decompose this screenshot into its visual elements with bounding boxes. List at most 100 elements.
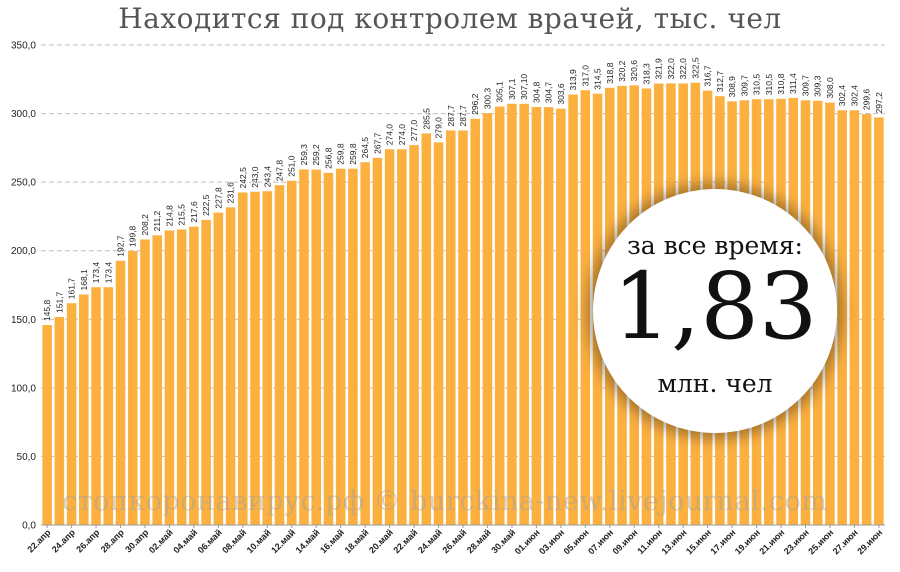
value-label: 173,4 <box>103 262 113 284</box>
x-tick-label: 15.июн <box>684 527 713 556</box>
value-label: 145,8 <box>42 300 52 322</box>
y-tick-label: 50,0 <box>17 452 37 463</box>
x-tick-label: 12.май <box>269 527 297 555</box>
value-label: 321,9 <box>654 58 664 80</box>
value-label: 259,8 <box>336 143 346 165</box>
x-tick-label: 17.июн <box>708 527 737 556</box>
x-tick-label: 13.июн <box>659 527 688 556</box>
x-tick-label: 28.апр <box>99 527 127 555</box>
x-tick-label: 08.май <box>220 527 248 555</box>
value-label: 304,8 <box>531 81 541 103</box>
badge-number: 1,83 <box>612 253 818 360</box>
x-tick-label: 11.июн <box>635 527 664 556</box>
value-label: 279,0 <box>434 117 444 139</box>
bar <box>152 235 162 525</box>
bar <box>103 287 114 525</box>
value-label: 297,2 <box>874 92 884 114</box>
x-tick-label: 16.май <box>318 527 346 555</box>
value-label: 308,9 <box>727 76 737 98</box>
y-tick-label: 350,0 <box>11 41 36 52</box>
x-tick-label: 09.июн <box>611 527 640 556</box>
y-tick-label: 300,0 <box>11 109 36 120</box>
bar <box>458 130 468 525</box>
bar <box>164 230 175 525</box>
bar <box>213 212 224 526</box>
x-tick-label: 04.май <box>171 527 199 555</box>
bar <box>335 168 346 525</box>
value-label: 309,3 <box>813 75 823 97</box>
bar <box>433 142 444 525</box>
x-tick-label: 29.июн <box>855 527 884 556</box>
value-label: 302,4 <box>849 85 859 107</box>
bar <box>421 133 432 525</box>
bar <box>494 106 505 525</box>
x-tick-label: 27.июн <box>831 527 860 556</box>
value-label: 208,2 <box>140 214 150 236</box>
value-label: 302,4 <box>837 85 847 107</box>
bar <box>874 117 884 525</box>
value-label: 215,5 <box>177 204 187 226</box>
bar <box>201 219 211 525</box>
bar <box>127 250 138 525</box>
value-label: 151,7 <box>54 291 64 313</box>
bar <box>519 103 529 525</box>
value-label: 296,2 <box>470 93 480 115</box>
bar <box>445 130 456 525</box>
value-label: 211,2 <box>152 210 162 231</box>
x-tick-label: 14.май <box>294 527 322 555</box>
watermark: стопкоронавирус.рф © burckina-new.livejo… <box>62 486 828 517</box>
value-label: 264,5 <box>360 137 370 159</box>
value-label: 217,6 <box>189 201 199 223</box>
value-label: 322,0 <box>678 58 688 80</box>
value-label: 309,7 <box>739 75 749 97</box>
x-tick-label: 01.июн <box>513 527 542 556</box>
value-label: 310,8 <box>776 73 786 95</box>
value-label: 287,7 <box>446 105 456 127</box>
bar <box>397 149 407 525</box>
bar <box>470 118 481 525</box>
bar <box>580 90 591 525</box>
value-label: 214,8 <box>164 205 174 227</box>
value-label: 285,5 <box>421 108 431 130</box>
bar <box>348 168 358 525</box>
value-label: 277,0 <box>409 120 419 142</box>
value-label: 312,7 <box>715 71 725 93</box>
y-tick-label: 150,0 <box>11 315 36 326</box>
value-label: 259,3 <box>299 144 309 166</box>
bar <box>360 162 370 525</box>
value-label: 316,7 <box>703 65 713 87</box>
total-badge: за все время: 1,83 млн. чел <box>593 189 837 433</box>
x-tick-label: 06.май <box>196 527 224 555</box>
bar <box>543 107 554 525</box>
x-tick-label: 05.июн <box>562 527 591 556</box>
x-axis-ticks: 22.апр24.апр26.апр28.апр30.апр02.май04.м… <box>25 525 884 556</box>
value-label: 314,5 <box>593 68 603 90</box>
y-tick-label: 0,0 <box>22 521 36 532</box>
value-label: 317,0 <box>580 65 590 87</box>
bar <box>115 260 126 525</box>
x-tick-label: 20.май <box>367 527 395 555</box>
value-label: 307,1 <box>507 78 517 100</box>
value-label: 307,10 <box>519 74 529 100</box>
value-label: 199,8 <box>128 225 138 247</box>
bar <box>225 207 236 525</box>
bar <box>568 94 578 525</box>
bar <box>482 113 493 525</box>
bar <box>384 149 395 525</box>
value-label: 310,5 <box>764 74 774 96</box>
x-tick-label: 03.июн <box>537 527 566 556</box>
value-label: 168,1 <box>79 269 89 291</box>
x-tick-label: 21.июн <box>757 527 786 556</box>
bar <box>274 185 285 525</box>
x-tick-label: 24.апр <box>50 527 78 555</box>
value-label: 259,8 <box>348 143 358 165</box>
bar <box>409 145 419 525</box>
y-tick-label: 200,0 <box>11 246 36 257</box>
x-tick-label: 28.май <box>465 527 493 555</box>
x-tick-label: 19.июн <box>733 527 762 556</box>
value-label: 222,5 <box>201 194 211 216</box>
value-label: 231,6 <box>226 182 236 204</box>
value-label: 274,0 <box>385 124 395 146</box>
value-label: 267,7 <box>372 132 382 154</box>
